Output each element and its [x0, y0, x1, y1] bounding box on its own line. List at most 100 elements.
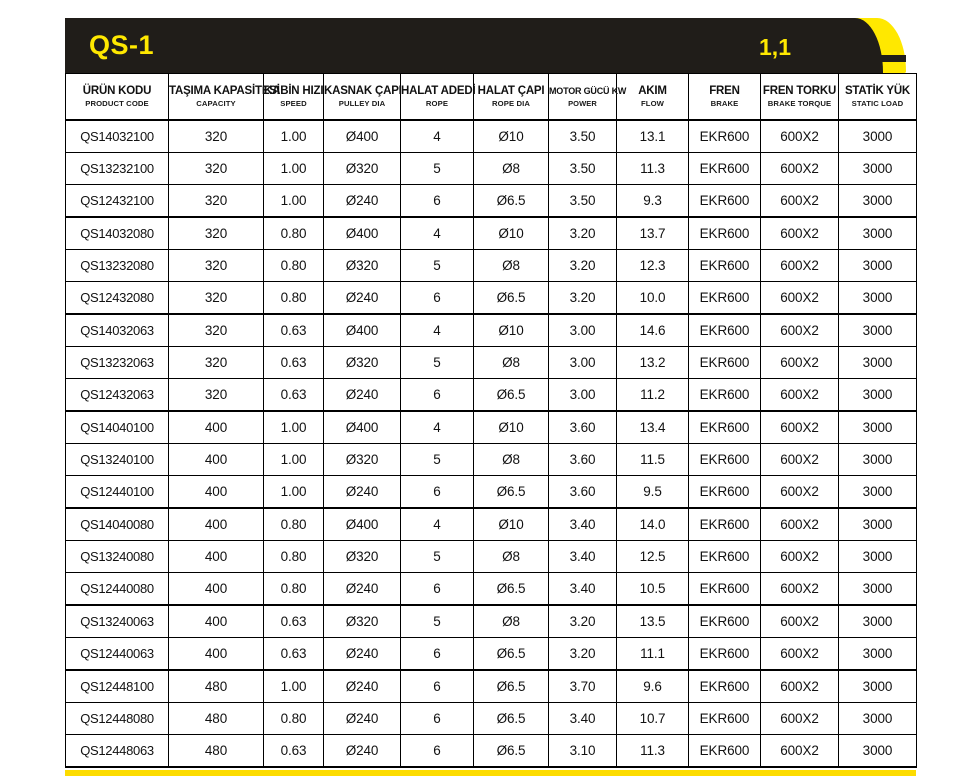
cell-brake_torque: 600X2	[760, 346, 839, 379]
cell-speed: 0.63	[263, 734, 324, 768]
cell-rope_dia: Ø10	[473, 119, 549, 153]
cell-pulley_dia: Ø240	[323, 572, 401, 606]
cell-code: QS12440063	[65, 637, 169, 671]
cell-static_load: 3000	[838, 152, 917, 185]
table-row: QS13232063 320 0.63 Ø320 5 Ø8 3.00 13.2 EKR600 60…	[65, 346, 917, 379]
cell-power: 3.40	[548, 540, 617, 573]
cell-rope_dia: Ø6.5	[473, 734, 549, 768]
cell-flow: 9.6	[616, 669, 689, 703]
cell-rope: 6	[400, 281, 474, 315]
cell-speed: 0.63	[263, 637, 324, 671]
column-header-capacity: TAŞIMA KAPASİTESİ CAPACITY	[168, 73, 280, 121]
cell-capacity: 400	[168, 443, 264, 476]
cell-brake: EKR600	[688, 410, 761, 444]
cell-power: 3.50	[548, 119, 617, 153]
cell-rope: 6	[400, 378, 474, 412]
cell-rope_dia: Ø8	[473, 152, 549, 185]
cell-power: 3.40	[548, 702, 617, 735]
cell-rope: 5	[400, 152, 474, 185]
cell-static_load: 3000	[838, 507, 917, 541]
table-row: QS12440080 400 0.80 Ø240 6 Ø6.5 3.40 10.5 EKR600…	[65, 572, 917, 606]
cell-code: QS12432063	[65, 378, 169, 412]
cell-rope: 6	[400, 572, 474, 606]
column-header-label-tr: MOTOR GÜCÜ KW	[549, 86, 627, 96]
cell-code: QS13232080	[65, 249, 169, 282]
banner-black-stripe	[860, 55, 906, 62]
cell-pulley_dia: Ø240	[323, 702, 401, 735]
cell-code: QS13240100	[65, 443, 169, 476]
column-header-label-tr: KASNAK ÇAPI	[324, 85, 402, 97]
table-row: QS13232100 320 1.00 Ø320 5 Ø8 3.50 11.3 EKR600 60…	[65, 152, 917, 185]
column-header-label-en: STATIC LOAD	[851, 99, 904, 108]
cell-power: 3.20	[548, 604, 617, 638]
cell-pulley_dia: Ø240	[323, 734, 401, 768]
cell-pulley_dia: Ø240	[323, 281, 401, 315]
table-row: QS13240100 400 1.00 Ø320 5 Ø8 3.60 11.5 EKR600 60…	[65, 443, 917, 476]
cell-speed: 1.00	[263, 475, 324, 509]
cell-brake: EKR600	[688, 443, 761, 476]
cell-brake_torque: 600X2	[760, 410, 839, 444]
cell-power: 3.00	[548, 313, 617, 347]
table-body: QS14032100 320 1.00 Ø400 4 Ø10 3.50 13.1 EKR600 6…	[65, 119, 917, 768]
cell-speed: 1.00	[263, 669, 324, 703]
cell-pulley_dia: Ø400	[323, 313, 401, 347]
cell-brake: EKR600	[688, 572, 761, 606]
table-row: QS12432100 320 1.00 Ø240 6 Ø6.5 3.50 9.3 EKR600 6…	[65, 184, 917, 218]
cell-speed: 0.80	[263, 249, 324, 282]
table-row: QS14032080 320 0.80 Ø400 4 Ø10 3.20 13.7 EKR600 6…	[65, 216, 917, 250]
cell-static_load: 3000	[838, 184, 917, 218]
cell-brake_torque: 600X2	[760, 702, 839, 735]
cell-speed: 0.80	[263, 507, 324, 541]
table-row: QS12440100 400 1.00 Ø240 6 Ø6.5 3.60 9.5 EKR600 6…	[65, 475, 917, 509]
cell-flow: 9.5	[616, 475, 689, 509]
cell-capacity: 400	[168, 637, 264, 671]
cell-pulley_dia: Ø240	[323, 637, 401, 671]
column-header-code: ÜRÜN KODU PRODUCT CODE	[65, 73, 169, 121]
cell-capacity: 320	[168, 346, 264, 379]
specification-table-wrap: ÜRÜN KODU PRODUCT CODE TAŞIMA KAPASİTESİ CA…	[65, 73, 917, 768]
cell-capacity: 400	[168, 475, 264, 509]
column-header-label-tr: ÜRÜN KODU	[82, 85, 152, 97]
cell-power: 3.60	[548, 410, 617, 444]
cell-brake_torque: 600X2	[760, 475, 839, 509]
cell-rope_dia: Ø8	[473, 604, 549, 638]
cell-rope_dia: Ø6.5	[473, 637, 549, 671]
cell-brake_torque: 600X2	[760, 313, 839, 347]
cell-code: QS12448063	[65, 734, 169, 768]
cell-brake: EKR600	[688, 475, 761, 509]
cell-brake: EKR600	[688, 152, 761, 185]
cell-code: QS14040100	[65, 410, 169, 444]
cell-static_load: 3000	[838, 119, 917, 153]
cell-capacity: 480	[168, 734, 264, 768]
cell-power: 3.60	[548, 443, 617, 476]
cell-flow: 13.5	[616, 604, 689, 638]
cell-flow: 13.4	[616, 410, 689, 444]
cell-brake: EKR600	[688, 604, 761, 638]
cell-code: QS13240080	[65, 540, 169, 573]
cell-speed: 0.80	[263, 702, 324, 735]
cell-capacity: 320	[168, 119, 264, 153]
cell-static_load: 3000	[838, 443, 917, 476]
banner-background	[65, 18, 865, 73]
cell-brake_torque: 600X2	[760, 572, 839, 606]
cell-pulley_dia: Ø240	[323, 378, 401, 412]
cell-rope_dia: Ø8	[473, 443, 549, 476]
cell-speed: 0.80	[263, 281, 324, 315]
cell-static_load: 3000	[838, 572, 917, 606]
cell-flow: 10.0	[616, 281, 689, 315]
cell-speed: 0.63	[263, 346, 324, 379]
column-header-label-en: PRODUCT CODE	[85, 99, 149, 108]
cell-capacity: 320	[168, 281, 264, 315]
column-header-brake: FREN BRAKE	[688, 73, 761, 121]
bottom-accent-strip	[65, 770, 916, 776]
cell-brake_torque: 600X2	[760, 249, 839, 282]
cell-power: 3.20	[548, 216, 617, 250]
cell-pulley_dia: Ø240	[323, 184, 401, 218]
header-row: ÜRÜN KODU PRODUCT CODE TAŞIMA KAPASİTESİ CA…	[65, 73, 917, 121]
cell-static_load: 3000	[838, 604, 917, 638]
cell-flow: 14.0	[616, 507, 689, 541]
column-header-label-en: BRAKE	[710, 99, 739, 108]
cell-rope_dia: Ø10	[473, 507, 549, 541]
cell-static_load: 3000	[838, 281, 917, 315]
cell-brake_torque: 600X2	[760, 216, 839, 250]
